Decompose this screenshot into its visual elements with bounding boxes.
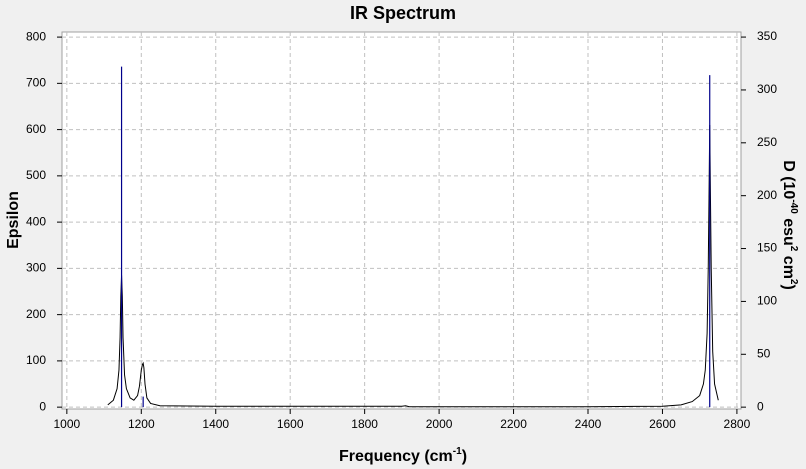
y-tick-label: 200 — [26, 307, 46, 321]
y2-tick-label: 350 — [757, 29, 777, 43]
y2-tick-label: 200 — [757, 188, 777, 202]
y-tick-label: 600 — [26, 122, 46, 136]
x-tick-label: 2800 — [724, 417, 751, 431]
y-tick-label: 100 — [26, 353, 46, 367]
y2-title-part: esu — [780, 214, 797, 246]
y2-tick-label: 150 — [757, 241, 777, 255]
y-axis-title: Epsilon — [5, 191, 22, 249]
y2-tick-label: 250 — [757, 135, 777, 149]
x-tick-label: 2000 — [426, 417, 453, 431]
chart-title: IR Spectrum — [350, 3, 456, 23]
y2-title-sup: 2 — [788, 246, 799, 252]
y-tick-label: 300 — [26, 261, 46, 275]
y-tick-label: 500 — [26, 168, 46, 182]
spectrum-line — [107, 124, 719, 408]
x-tick-label: 2200 — [500, 417, 527, 431]
y2-axis-title: D (10-40 esu2 cm2) — [780, 160, 800, 290]
y-tick-label: 700 — [26, 76, 46, 90]
y2-tick-label: 0 — [757, 399, 764, 413]
y2-title-part: cm — [780, 251, 797, 279]
x-axis-title: Frequency (cm-1) — [339, 446, 467, 466]
y2-title-part: D (10 — [780, 160, 797, 199]
x-tick-label: 1000 — [53, 417, 80, 431]
x-tick-label: 1600 — [277, 417, 304, 431]
x-tick-label: 1200 — [128, 417, 155, 431]
y2-title-sup: -40 — [788, 199, 799, 214]
x-title-sup: -1 — [453, 446, 462, 457]
y2-tick-label: 50 — [757, 346, 771, 360]
x-tick-label: 1800 — [351, 417, 378, 431]
x-tick-label: 2400 — [575, 417, 602, 431]
y-tick-label: 0 — [39, 399, 46, 413]
y2-tick-label: 300 — [757, 82, 777, 96]
x-tick-label: 2600 — [649, 417, 676, 431]
x-title-part: ) — [462, 448, 467, 465]
y-tick-label: 400 — [26, 214, 46, 228]
x-tick-label: 1400 — [202, 417, 229, 431]
y-tick-label: 800 — [26, 29, 46, 43]
y2-title-sup: 2 — [788, 279, 799, 285]
x-title-part: Frequency (cm — [339, 448, 453, 465]
y2-title-part: ) — [780, 284, 797, 289]
y2-tick-label: 100 — [757, 294, 777, 308]
plot-area — [61, 31, 742, 410]
